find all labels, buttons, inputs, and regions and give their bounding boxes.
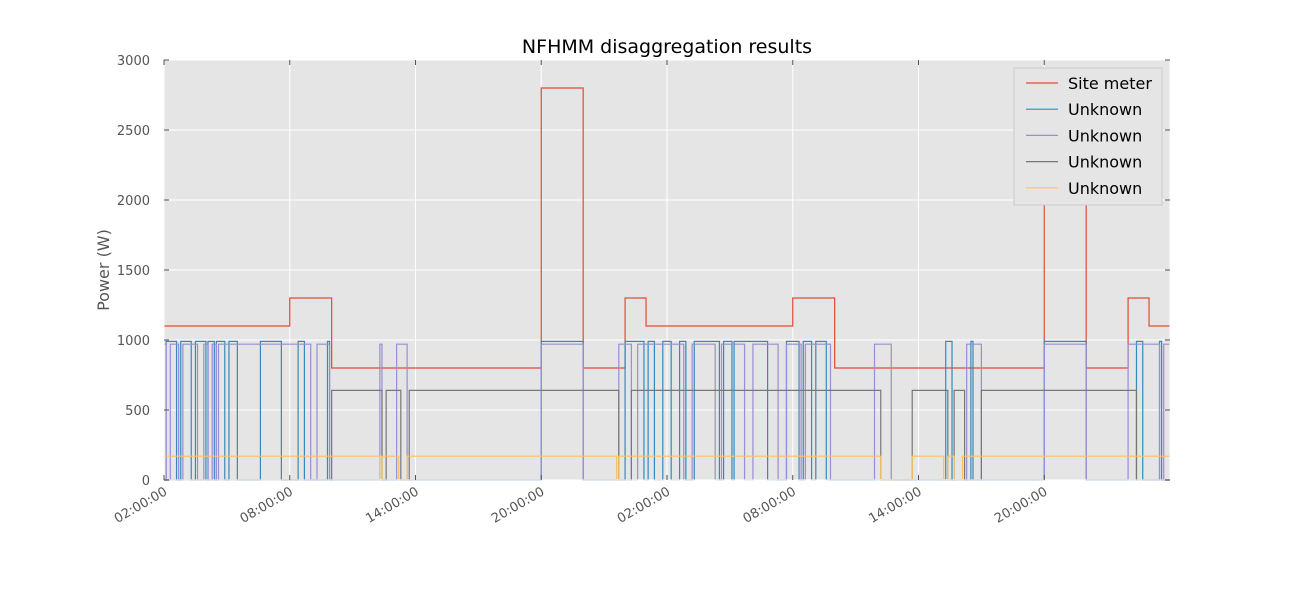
series-line-5 (164, 455, 1170, 481)
y-tick-label: 2000 (117, 194, 150, 209)
legend: Site meter Unknown Unknown Unknown Unknown (1013, 67, 1163, 206)
x-tick-label: 14:00:00 (363, 484, 421, 526)
x-tick-label: 08:00:00 (741, 484, 799, 526)
y-tick-label: 500 (125, 404, 150, 419)
y-axis-label: Power (W) (94, 229, 113, 311)
y-tick-label: 1500 (117, 264, 150, 279)
y-tick-label: 0 (142, 474, 150, 489)
x-tick-label: 20:00:00 (489, 484, 547, 526)
y-tick-label: 1000 (117, 334, 150, 349)
x-tick-label: 14:00:00 (866, 484, 924, 526)
legend-entry: Site meter (1068, 74, 1152, 93)
x-tick-label: 02:00:00 (112, 484, 170, 526)
legend-entry: Unknown (1068, 100, 1142, 119)
x-tick-label: 08:00:00 (238, 484, 296, 526)
legend-entry: Unknown (1068, 153, 1142, 172)
series-line-1 (164, 87, 1170, 369)
y-tick-label: 3000 (117, 54, 150, 69)
legend-box (1013, 67, 1163, 206)
y-tick-label: 2500 (117, 124, 150, 139)
x-tick-label: 02:00:00 (615, 484, 673, 526)
chart-title: NFHMM disaggregation results (522, 36, 812, 58)
legend-entry: Unknown (1068, 126, 1142, 145)
legend-entry: Unknown (1068, 179, 1142, 198)
x-tick-label: 20:00:00 (992, 484, 1050, 526)
